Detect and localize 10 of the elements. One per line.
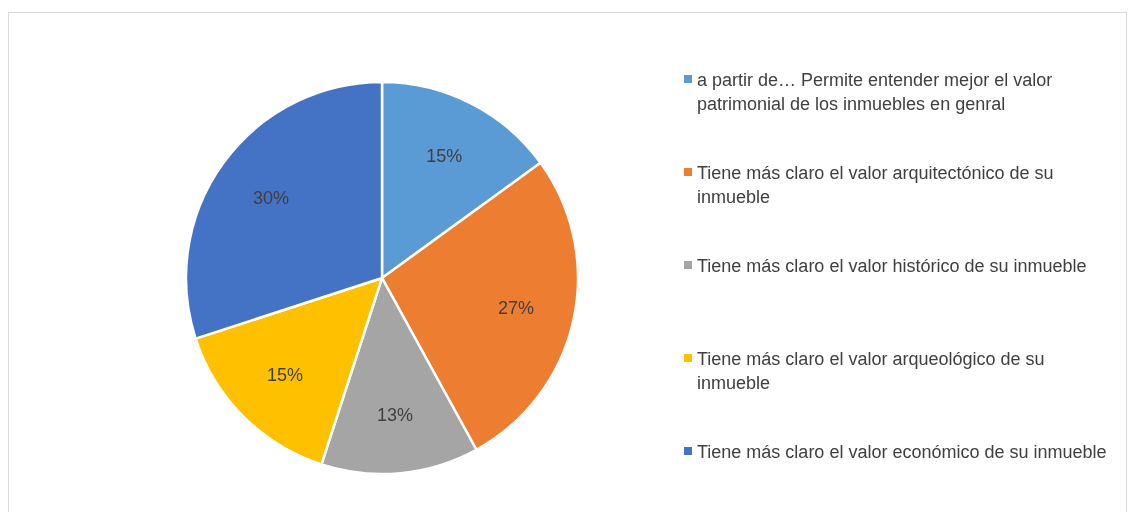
data-label: 13% — [376, 404, 413, 425]
legend-label: Tiene más claro el valor histórico de su inmueble — [697, 256, 1087, 277]
legend-label: a partir de… Permite entender mejor el valor patrimonial de los inmuebles en genral — [697, 70, 1053, 115]
legend-label: Tiene más claro el valor arqueológico de su inmueble — [697, 349, 1045, 394]
data-label: 15% — [426, 146, 463, 167]
legend-label: Tiene más claro el valor económico de su inmueble — [697, 442, 1107, 463]
data-label: 27% — [497, 298, 534, 319]
legend-label: Tiene más claro el valor arquitectónico de su inmueble — [697, 163, 1054, 208]
data-label: 30% — [252, 187, 290, 208]
data-label: 15% — [266, 365, 303, 386]
